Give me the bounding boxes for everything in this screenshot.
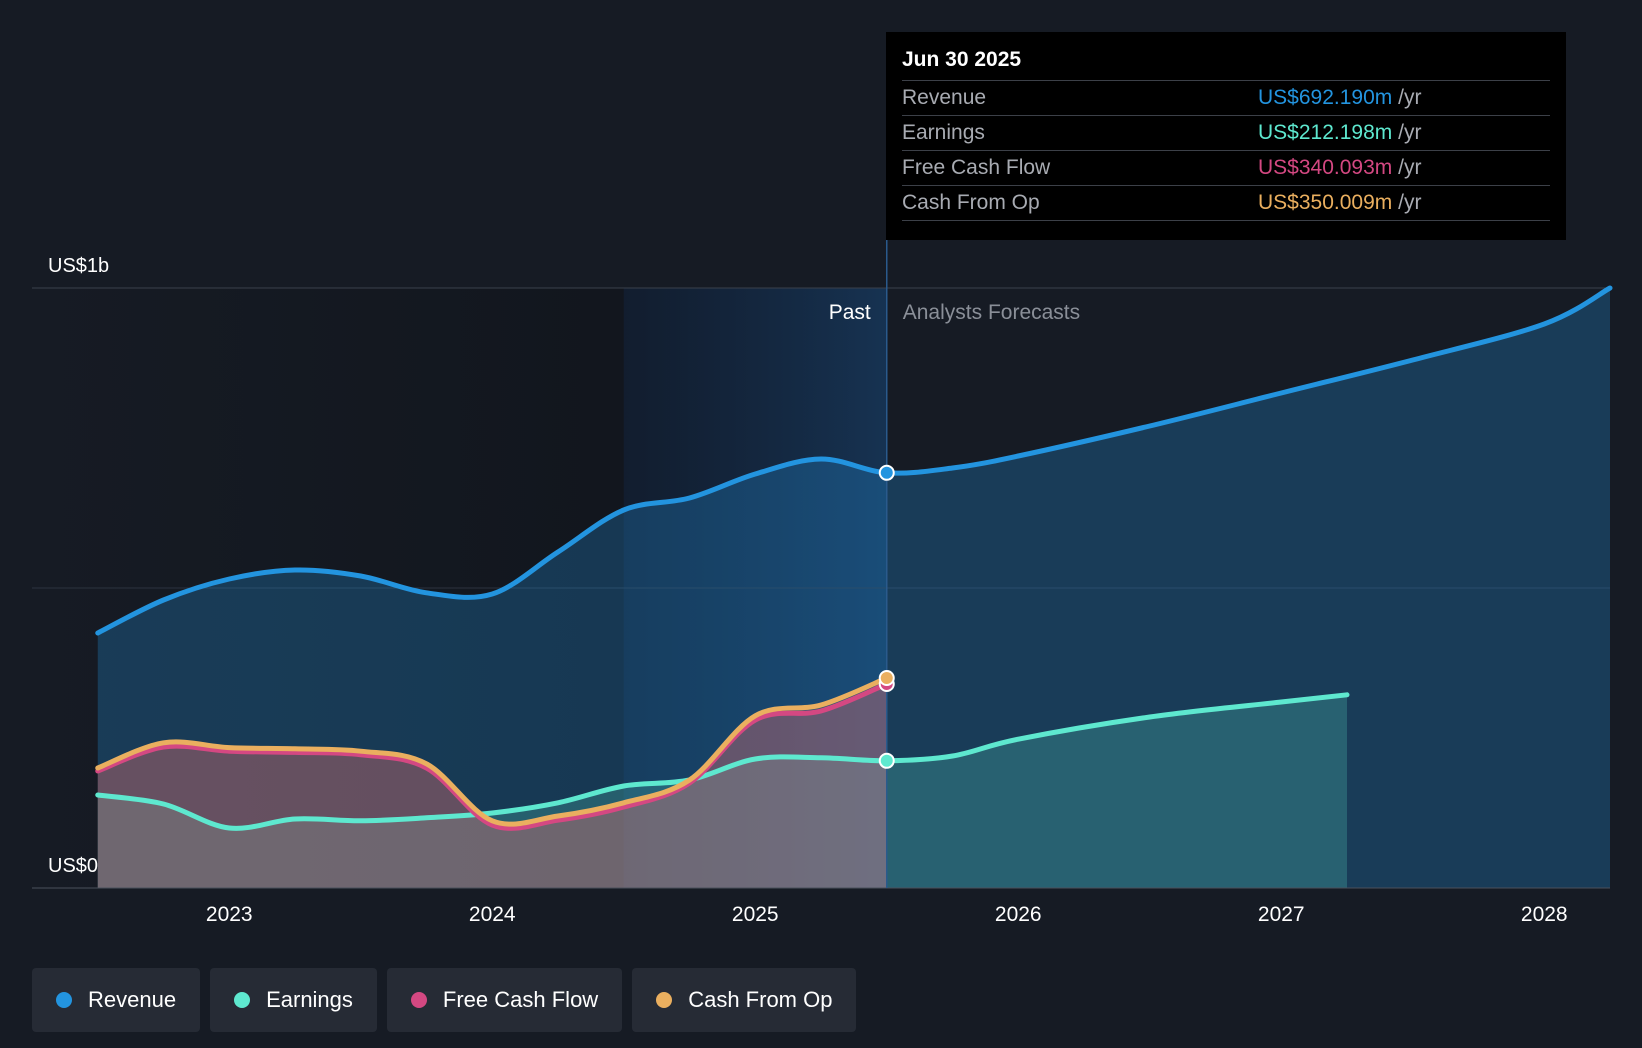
revenue-line (95, 285, 1613, 636)
tooltip-row-fcf: Free Cash Flow US$340.093m /yr (902, 151, 1550, 186)
tooltip-row-earnings: Earnings US$212.198m /yr (902, 116, 1550, 151)
revenue-dot-icon (56, 992, 72, 1008)
tooltip-unit: /yr (1398, 121, 1422, 144)
tooltip-value: US$340.093m (1258, 156, 1393, 179)
tooltip-unit: /yr (1398, 156, 1422, 179)
x-tick-label: 2023 (206, 903, 253, 926)
y-label-top: US$1b (48, 255, 109, 277)
tooltip-unit: /yr (1398, 86, 1422, 109)
tooltip-unit: /yr (1398, 191, 1422, 214)
tooltip-label: Revenue (902, 86, 987, 109)
cfo-area (97, 678, 887, 888)
tooltip-row-revenue: Revenue US$692.190m /yr (902, 81, 1550, 116)
tooltip-date: Jun 30 2025 (902, 46, 1550, 81)
tooltip-value: US$692.190m (1258, 86, 1393, 109)
x-tick-label: 2024 (469, 903, 516, 926)
past-label: Past (829, 301, 871, 324)
revenue-marker[interactable] (878, 464, 895, 481)
x-tick-label: 2027 (1258, 903, 1305, 926)
series-markers (878, 464, 895, 769)
x-tick-label: 2028 (1521, 903, 1568, 926)
x-ticks: 2023 2024 2025 2026 2027 2028 (206, 903, 1568, 926)
earnings-marker[interactable] (878, 752, 895, 769)
legend-label: Cash From Op (688, 987, 833, 1012)
cfo-line (95, 675, 890, 827)
series-areas (97, 288, 1610, 888)
legend-item-fcf[interactable]: Free Cash Flow (386, 968, 623, 1032)
legend: Revenue Earnings Free Cash Flow Cash Fro… (32, 968, 857, 1032)
data-tooltip: Jun 30 2025 Revenue US$692.190m /yr Earn… (886, 32, 1566, 240)
tooltip-value: US$212.198m (1258, 121, 1393, 144)
earnings-area (97, 694, 1347, 888)
forecast-label: Analysts Forecasts (903, 301, 1080, 324)
tooltip-label: Earnings (902, 121, 985, 144)
legend-label: Free Cash Flow (442, 987, 599, 1012)
earnings-line (95, 692, 1350, 831)
tooltip-label: Cash From Op (902, 191, 1040, 214)
y-label-bottom: US$0 (48, 855, 98, 877)
fcf-area (97, 684, 887, 888)
x-tick-label: 2026 (995, 903, 1042, 926)
legend-label: Revenue (88, 987, 177, 1012)
fcf-dot-icon (410, 992, 427, 1008)
earnings-dot-icon (234, 992, 251, 1008)
legend-item-revenue[interactable]: Revenue (32, 968, 201, 1032)
tooltip-label: Free Cash Flow (902, 156, 1051, 179)
legend-item-earnings[interactable]: Earnings (210, 968, 377, 1032)
cfo-dot-icon (656, 992, 673, 1008)
revenue-area (97, 288, 1610, 888)
x-tick-label: 2025 (732, 903, 779, 926)
cfo-marker[interactable] (878, 670, 895, 686)
fcf-line (95, 681, 890, 831)
series-lines (95, 285, 1613, 831)
legend-label: Earnings (266, 987, 353, 1012)
tooltip-row-cfo: Cash From Op US$350.009m /yr (902, 186, 1550, 221)
legend-item-cfo[interactable]: Cash From Op (632, 968, 857, 1032)
tooltip-value: US$350.009m (1258, 191, 1393, 214)
